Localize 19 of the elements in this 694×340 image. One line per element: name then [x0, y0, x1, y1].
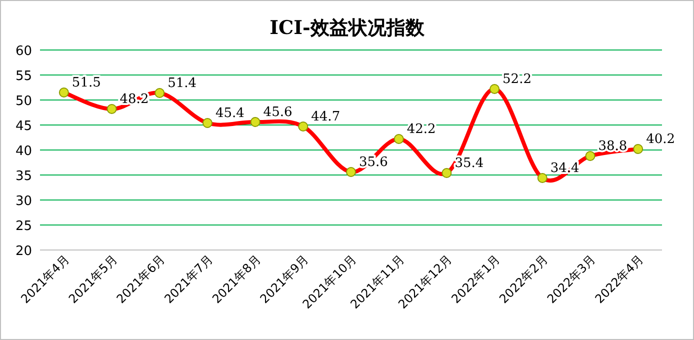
data-label: 51.4: [168, 76, 197, 91]
y-tick-label: 60: [15, 44, 32, 59]
y-tick-label: 35: [15, 169, 32, 184]
y-tick-label: 20: [15, 244, 32, 259]
y-tick-label: 40: [15, 144, 32, 159]
data-label: 42.2: [406, 122, 436, 137]
data-label: 45.4: [215, 106, 244, 121]
data-label: 52.2: [502, 72, 532, 87]
y-tick-label: 30: [15, 194, 32, 209]
data-label: 51.5: [72, 76, 101, 90]
chart-title: ICI-效益状况指数: [270, 17, 426, 39]
data-label: 45.6: [263, 105, 292, 120]
data-label: 35.4: [454, 156, 484, 171]
y-tick-label: 50: [15, 94, 32, 109]
y-tick-label: 25: [15, 219, 32, 234]
data-label: 40.2: [646, 132, 676, 147]
data-label: 44.7: [311, 110, 340, 124]
y-tick-label: 45: [15, 119, 32, 134]
y-tick-label: 55: [15, 69, 32, 84]
